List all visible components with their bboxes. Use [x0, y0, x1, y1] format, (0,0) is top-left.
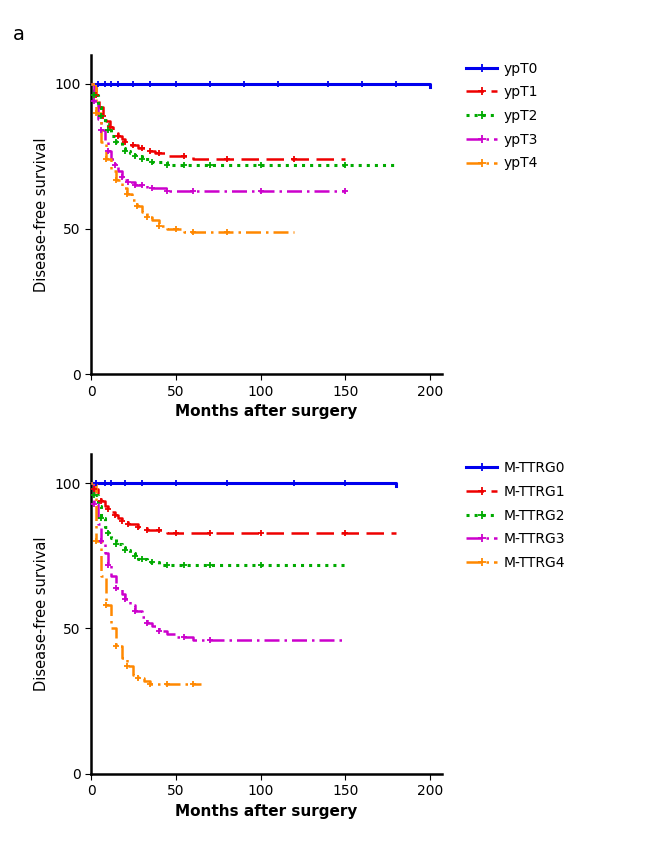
Legend: M-TTRG0, M-TTRG1, M-TTRG2, M-TTRG3, M-TTRG4: M-TTRG0, M-TTRG1, M-TTRG2, M-TTRG3, M-TT… [467, 461, 566, 570]
Y-axis label: Disease-free survival: Disease-free survival [34, 537, 49, 691]
Legend: ypT0, ypT1, ypT2, ypT3, ypT4: ypT0, ypT1, ypT2, ypT3, ypT4 [467, 61, 538, 171]
X-axis label: Months after surgery: Months after surgery [176, 804, 358, 818]
X-axis label: Months after surgery: Months after surgery [176, 405, 358, 419]
Y-axis label: Disease-free survival: Disease-free survival [34, 137, 49, 292]
Text: a: a [13, 25, 25, 45]
